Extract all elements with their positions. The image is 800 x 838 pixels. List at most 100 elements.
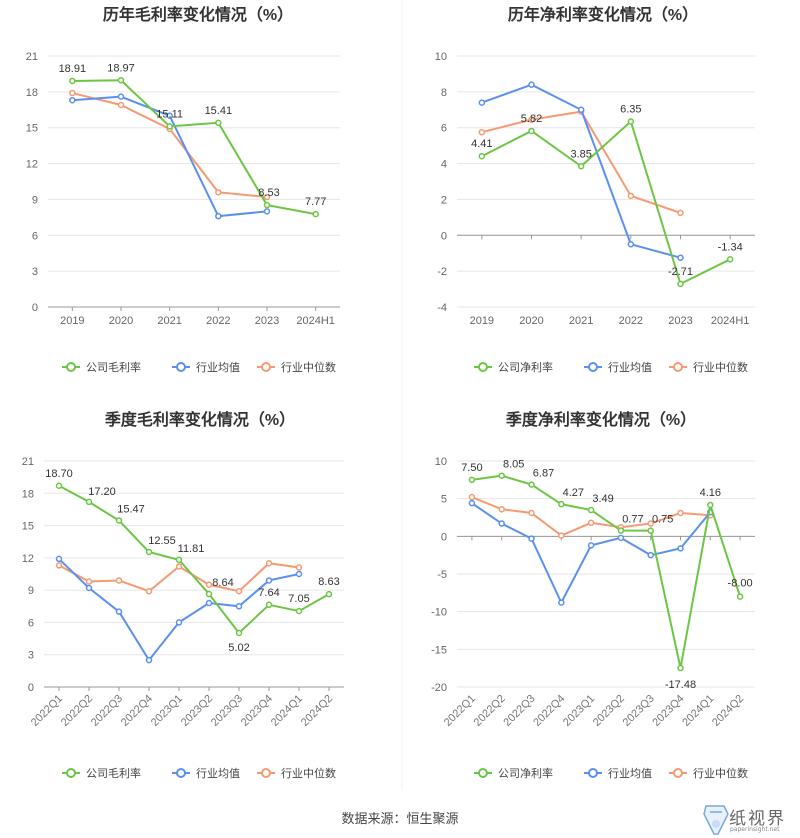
data-label: 8.64 [212,577,233,589]
data-point [627,192,635,200]
data-point [528,535,535,542]
logo-url: paperinsight.net [730,826,780,833]
x-tick-label: 2024Q2 [299,693,335,729]
data-label: -17.48 [665,679,696,691]
x-tick-label: 2023Q3 [621,693,657,729]
series-line [72,79,316,216]
data-label: 7.50 [461,462,482,474]
data-label: 15.41 [205,105,233,117]
y-tick-label: -2 [437,266,447,278]
data-point [145,656,153,664]
y-tick-label: 18 [22,488,34,500]
legend-swatch-marker [673,362,683,372]
data-point [647,520,654,527]
data-point [117,101,125,109]
series-line [58,484,330,635]
y-tick-label: 0 [441,230,447,242]
data-point [677,280,684,288]
x-tick-label: 2020 [109,315,133,327]
data-point [677,545,684,552]
y-tick-label: 3 [28,650,34,662]
x-tick-label: 2022 [619,315,643,327]
data-point [478,152,486,160]
data-label: 8.63 [318,576,339,588]
chart-title: 历年毛利率变化情况（%） [103,5,293,24]
data-point [215,212,222,220]
data-label: 4.41 [471,138,492,150]
data-point [166,123,173,130]
x-tick-label: 2024H1 [296,315,335,327]
x-tick-label: 2023Q1 [149,693,185,729]
x-tick-label: 2023 [255,315,279,327]
y-tick-label: 0 [441,531,447,543]
data-point [69,96,76,104]
series-line [471,502,712,605]
y-tick-label: 6 [28,617,34,629]
y-tick-label: 3 [32,266,38,278]
x-tick-label: 2024H1 [711,315,750,327]
data-point [577,106,585,114]
series-line [471,474,742,669]
data-point [263,201,271,209]
x-tick-label: 2019 [60,315,84,327]
legend-label: 行业中位数 [693,360,748,374]
logo-text: 纸视界 [729,809,786,829]
data-source-footer: 数据来源：恒生聚源 [341,812,459,827]
data-label: 15.11 [156,108,183,120]
data-label: 5.02 [228,642,249,654]
y-tick-label: 0 [32,302,38,314]
x-tick-label: 2022Q2 [59,693,95,729]
data-point [166,112,173,120]
data-point [265,577,273,584]
data-point [55,482,63,490]
x-tick-label: 2023Q4 [239,693,275,729]
data-label: 18.91 [59,63,87,75]
data-label: 0.77 [622,514,643,526]
legend-swatch-marker [673,768,683,778]
x-tick-label: 2021 [157,315,181,327]
y-tick-label: -15 [431,644,447,656]
data-label: -2.71 [668,266,693,278]
y-tick-label: 12 [22,553,34,565]
legend-swatch-marker [478,768,488,778]
data-point [498,505,505,513]
data-point [69,89,76,97]
data-point [587,519,595,527]
data-point [617,534,625,542]
legend-label: 行业中位数 [281,766,336,780]
data-point [117,77,125,84]
data-point [558,500,565,508]
chart-panel-3: 季度毛利率变化情况（%）0369121518212022Q12022Q22022… [22,410,344,780]
y-tick-label: 9 [32,194,38,206]
data-label: -1.34 [718,241,743,253]
data-point [707,501,714,509]
data-label: 0.75 [652,514,673,526]
data-point [235,603,243,610]
data-point [528,481,535,488]
chart-panel-2: 历年净利率变化情况（%） -4 -2 0 2 4 6 8 10 2019 2020 2021 2022 2… [435,5,755,374]
data-point [265,559,273,567]
y-tick-label: 15 [22,521,34,533]
x-tick-label: 2019 [470,315,494,327]
x-tick-label: 2024Q1 [269,693,305,729]
y-tick-label: -5 [437,569,447,581]
y-tick-label: 2 [441,194,447,206]
x-tick-label: 2024Q2 [710,693,746,729]
legend-label: 行业均值 [608,767,652,780]
y-tick-label: 6 [32,230,38,242]
data-point [215,189,222,196]
data-point [205,590,213,598]
legend-swatch-marker [176,362,186,372]
data-point [577,163,585,170]
x-tick-label: 2023Q3 [209,693,245,729]
legend-label: 行业中位数 [281,360,336,374]
legend-swatch-marker [588,768,598,778]
data-point [295,564,303,571]
data-point [85,498,93,506]
data-point [175,563,183,570]
data-label: 17.20 [88,486,116,498]
y-tick-label: 10 [435,51,447,63]
data-point [627,118,635,125]
data-point [627,241,635,248]
